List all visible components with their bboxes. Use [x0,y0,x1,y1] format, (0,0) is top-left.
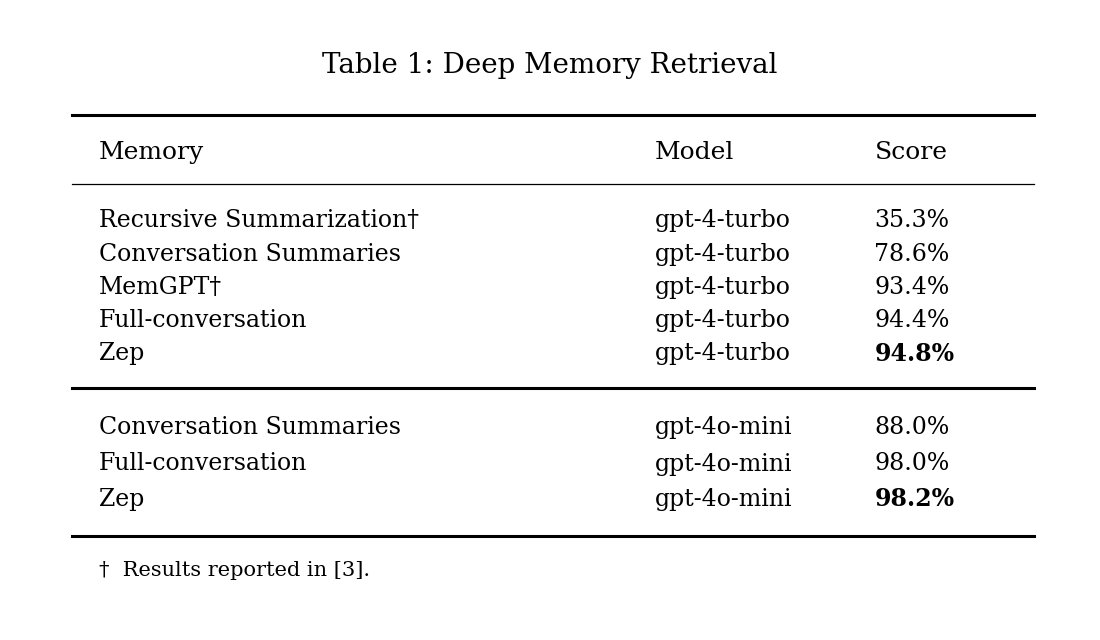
Text: Conversation Summaries: Conversation Summaries [99,243,402,266]
Text: Zep: Zep [99,342,144,365]
Text: 98.2%: 98.2% [874,487,955,511]
Text: Memory: Memory [99,141,205,164]
Text: gpt-4-turbo: gpt-4-turbo [654,209,791,232]
Text: gpt-4o-mini: gpt-4o-mini [654,452,792,476]
Text: 93.4%: 93.4% [874,276,949,299]
Text: Model: Model [654,141,734,164]
Text: Zep: Zep [99,488,144,511]
Text: 98.0%: 98.0% [874,452,949,476]
Text: gpt-4-turbo: gpt-4-turbo [654,342,791,365]
Text: gpt-4o-mini: gpt-4o-mini [654,416,792,439]
Text: Full-conversation: Full-conversation [99,309,307,332]
Text: Table 1: Deep Memory Retrieval: Table 1: Deep Memory Retrieval [322,52,778,79]
Text: Full-conversation: Full-conversation [99,452,307,476]
Text: Conversation Summaries: Conversation Summaries [99,416,402,439]
Text: 88.0%: 88.0% [874,416,949,439]
Text: gpt-4-turbo: gpt-4-turbo [654,309,791,332]
Text: 94.4%: 94.4% [874,309,950,332]
Text: MemGPT†: MemGPT† [99,276,222,299]
Text: †  Results reported in [3].: † Results reported in [3]. [99,561,370,580]
Text: 78.6%: 78.6% [874,243,949,266]
Text: gpt-4-turbo: gpt-4-turbo [654,276,791,299]
Text: gpt-4o-mini: gpt-4o-mini [654,488,792,511]
Text: Score: Score [874,141,947,164]
Text: 94.8%: 94.8% [874,342,955,366]
Text: Recursive Summarization†: Recursive Summarization† [99,209,419,232]
Text: 35.3%: 35.3% [874,209,949,232]
Text: gpt-4-turbo: gpt-4-turbo [654,243,791,266]
